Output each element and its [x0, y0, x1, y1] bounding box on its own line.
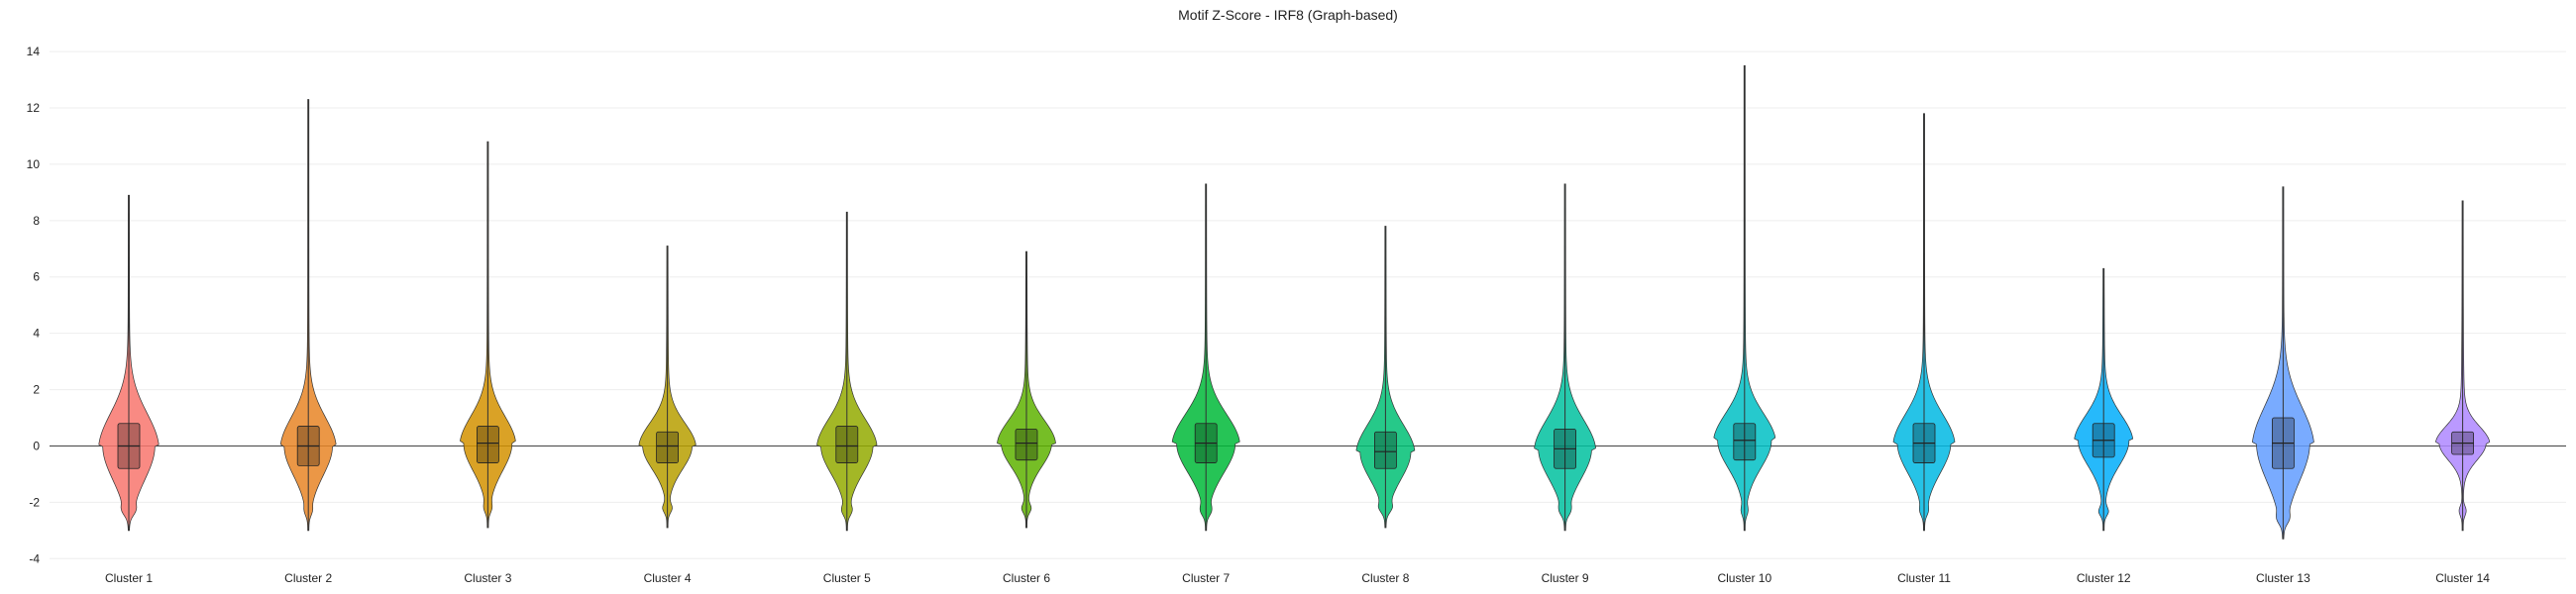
y-tick-label: 0	[33, 439, 40, 452]
chart-title: Motif Z-Score - IRF8 (Graph-based)	[1178, 7, 1398, 23]
violin-group	[2074, 267, 2134, 532]
y-tick-label: 4	[33, 327, 40, 341]
violin-group	[279, 99, 337, 532]
iqr-box	[835, 426, 859, 463]
y-tick-label: -4	[29, 551, 40, 565]
x-tick-label: Cluster 8	[1361, 571, 1409, 585]
violin-group	[997, 250, 1056, 529]
violin-layer	[98, 64, 2491, 540]
violin-group	[2252, 186, 2314, 540]
x-tick-label: Cluster 14	[2435, 571, 2490, 585]
violin-group	[638, 246, 697, 529]
y-tick-label: 12	[27, 101, 41, 115]
x-tick-label: Cluster 7	[1182, 571, 1230, 585]
y-tick-label: 6	[33, 270, 40, 284]
x-tick-label: Cluster 10	[1717, 571, 1771, 585]
x-tick-label: Cluster 4	[644, 571, 692, 585]
y-tick-label: -2	[29, 495, 40, 509]
violin-group	[98, 194, 160, 532]
violin-group	[2434, 200, 2491, 532]
x-tick-label: Cluster 3	[464, 571, 511, 585]
iqr-box	[1374, 431, 1397, 469]
grid-layer	[50, 50, 2566, 559]
y-tick-label: 14	[27, 45, 41, 58]
x-tick-label: Cluster 1	[105, 571, 153, 585]
x-tick-label: Cluster 13	[2256, 571, 2310, 585]
violin-group	[1171, 183, 1240, 532]
x-tick-label: Cluster 9	[1542, 571, 1589, 585]
iqr-box	[1733, 423, 1757, 461]
x-tick-label: Cluster 5	[823, 571, 871, 585]
axis-layer: -4 -2 0 2 4 6 8 10 12 14 Cluster 1 Cluster 2 Cluster…	[27, 45, 2491, 585]
y-tick-label: 8	[33, 214, 40, 228]
violin-group	[460, 141, 516, 529]
violin-group	[1355, 226, 1416, 529]
x-tick-label: Cluster 12	[2077, 571, 2131, 585]
violin-group	[1534, 183, 1596, 532]
y-tick-label: 10	[27, 157, 41, 171]
x-tick-label: Cluster 2	[284, 571, 332, 585]
iqr-box	[1015, 429, 1038, 461]
y-tick-label: 2	[33, 383, 40, 397]
violin-group	[816, 211, 878, 532]
iqr-box	[656, 431, 679, 463]
x-tick-label: Cluster 11	[1897, 571, 1951, 585]
violin-group	[1892, 113, 1956, 532]
x-tick-label: Cluster 6	[1003, 571, 1050, 585]
violin-group	[1713, 64, 1776, 532]
iqr-box	[476, 426, 499, 463]
